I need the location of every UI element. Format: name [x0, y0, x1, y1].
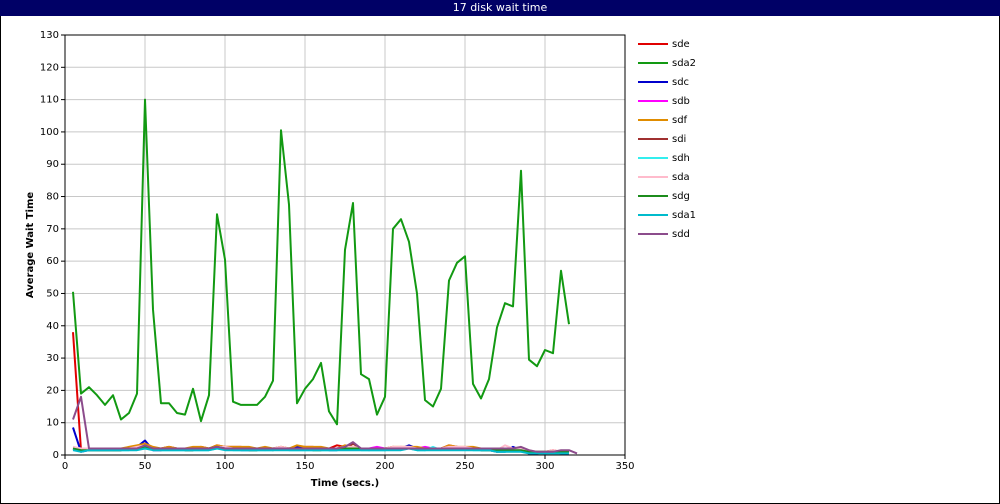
legend-label: sdd [672, 229, 690, 240]
x-tick-label: 150 [295, 461, 314, 472]
series-line [72, 395, 578, 455]
y-tick-label: 70 [46, 224, 59, 235]
legend-label: sdg [672, 191, 690, 202]
x-axis-label: Time (secs.) [311, 478, 380, 489]
y-tick-label: 40 [46, 321, 59, 332]
legend-label: sda2 [672, 58, 696, 69]
y-tick-label: 80 [46, 192, 59, 203]
y-tick-label: 50 [46, 288, 59, 299]
y-tick-label: 120 [40, 62, 59, 73]
x-tick-label: 0 [62, 461, 68, 472]
legend-label: sda [672, 172, 690, 183]
x-tick-label: 350 [615, 461, 634, 472]
x-tick-label: 200 [375, 461, 394, 472]
y-tick-label: 10 [46, 418, 59, 429]
x-tick-label: 100 [215, 461, 234, 472]
x-tick-label: 300 [535, 461, 554, 472]
series-line [72, 98, 570, 426]
legend-label: sda1 [672, 210, 696, 221]
y-tick-label: 60 [46, 256, 59, 267]
legend-label: sdi [672, 134, 686, 145]
plot-frame [64, 34, 626, 456]
legend-label: sde [672, 39, 690, 50]
y-tick-label: 130 [40, 30, 59, 41]
legend-label: sdc [672, 77, 689, 88]
y-tick-label: 20 [46, 385, 59, 396]
y-tick-label: 0 [53, 450, 59, 461]
y-tick-label: 30 [46, 353, 59, 364]
y-tick-label: 110 [40, 95, 59, 106]
title-bar [0, 0, 1000, 16]
chart-title: 17 disk wait time [453, 1, 548, 14]
y-tick-label: 100 [40, 127, 59, 138]
legend-label: sdh [672, 153, 690, 164]
x-tick-label: 250 [455, 461, 474, 472]
legend-label: sdf [672, 115, 688, 126]
legend-label: sdb [672, 96, 690, 107]
series-line [72, 447, 569, 455]
y-tick-label: 90 [46, 159, 59, 170]
y-axis-label: Average Wait Time [25, 192, 36, 299]
x-tick-label: 50 [139, 461, 152, 472]
